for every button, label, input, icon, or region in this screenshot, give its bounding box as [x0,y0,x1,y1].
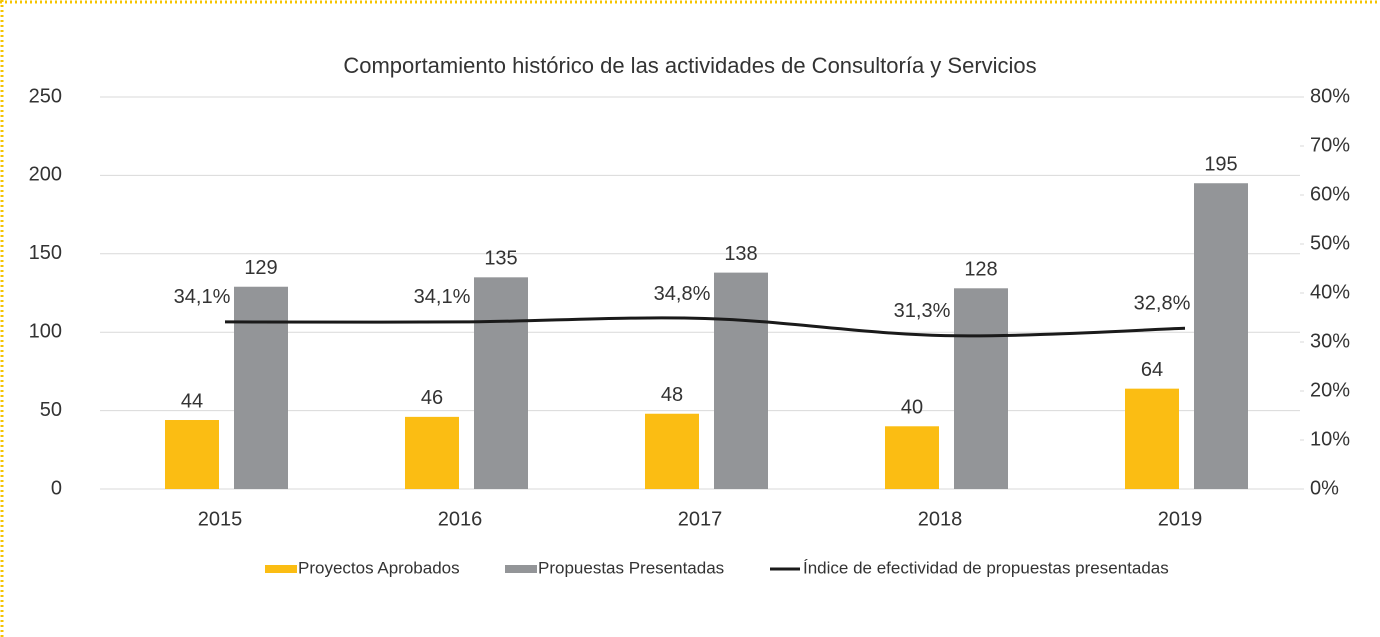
bar-value-label: 40 [901,397,923,419]
bar [405,416,459,489]
bar-value-label: 195 [1204,154,1237,176]
line-value-label: 34,1% [174,286,231,308]
y-tick-label: 150 [29,242,62,264]
bar [714,272,768,489]
x-tick-label: 2017 [678,508,723,530]
x-tick-label: 2019 [1158,508,1203,530]
bar [1125,388,1179,489]
line-value-label: 32,8% [1134,293,1191,315]
y-tick-label: 200 [29,164,62,186]
bar-value-label: 64 [1141,359,1163,381]
legend-label: Proyectos Aprobados [298,558,460,577]
y2-tick-label: 60% [1310,183,1350,205]
legend-swatch [265,565,297,573]
line-value-label: 34,8% [654,283,711,305]
x-tick-label: 2015 [198,508,243,530]
bar [1194,183,1248,490]
line-value-label: 31,3% [894,300,951,322]
bar-value-label: 135 [484,248,517,270]
legend-label: Índice de efectividad de propuestas pres… [803,558,1169,577]
y2-tick-label: 20% [1310,379,1350,401]
y2-tick-label: 40% [1310,281,1350,303]
legend-label: Propuestas Presentadas [538,558,724,577]
bar-value-label: 44 [181,390,203,412]
bar [954,288,1008,489]
bar-value-label: 128 [964,259,997,281]
y2-tick-label: 0% [1310,477,1339,499]
chart-title: Comportamiento histórico de las activida… [343,53,1036,78]
bar-value-label: 48 [661,384,683,406]
bar-value-label: 46 [421,387,443,409]
line-value-label: 34,1% [414,286,471,308]
y2-tick-label: 10% [1310,428,1350,450]
x-tick-label: 2018 [918,508,963,530]
y-tick-label: 50 [40,399,62,421]
bar [885,426,939,489]
bar [474,277,528,489]
y2-tick-label: 70% [1310,134,1350,156]
y-tick-label: 250 [29,85,62,107]
legend-swatch [505,565,537,573]
bar-value-label: 138 [724,243,757,265]
y-tick-label: 100 [29,320,62,342]
bar [645,413,699,489]
line [224,316,1186,338]
y2-tick-label: 30% [1310,330,1350,352]
bar-value-label: 129 [244,257,277,279]
x-tick-label: 2016 [438,508,483,530]
y2-tick-label: 80% [1310,85,1350,107]
y2-tick-label: 50% [1310,232,1350,254]
y-tick-label: 0 [51,477,62,499]
bar [234,286,288,489]
bar [165,420,219,489]
